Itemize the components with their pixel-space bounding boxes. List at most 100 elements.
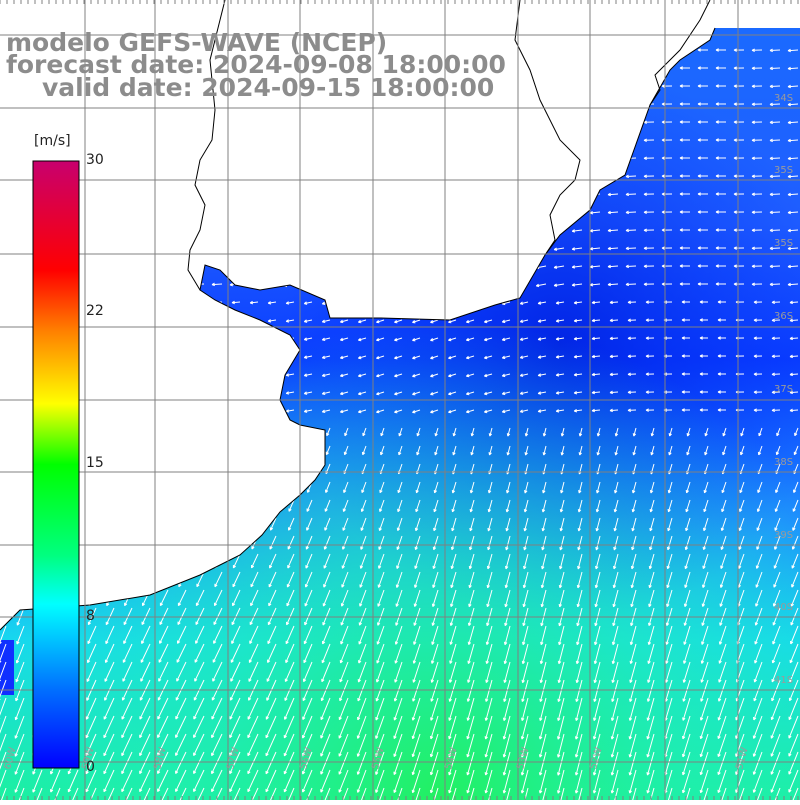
wind-arrow (770, 751, 781, 775)
wind-arrow (753, 372, 763, 376)
wind-arrow (769, 102, 781, 107)
wind-arrow (575, 643, 583, 665)
wind-arrow (488, 445, 493, 456)
wind-arrow (751, 210, 763, 214)
wind-arrow (751, 228, 763, 232)
wind-arrow (412, 391, 421, 396)
wind-arrow (645, 408, 655, 412)
border-line (514, 0, 581, 256)
wind-arrow (715, 48, 726, 52)
wind-arrow (268, 571, 277, 588)
wind-arrow (375, 715, 385, 739)
wind-arrow (591, 372, 601, 377)
wind-arrow (267, 625, 277, 645)
latitude-label: 36S (774, 311, 793, 322)
wind-arrow (685, 499, 691, 513)
wind-arrow (139, 697, 151, 720)
wind-arrow (715, 282, 726, 286)
wind-arrow (679, 210, 690, 214)
wind-arrow (665, 625, 673, 645)
wind-arrow (682, 769, 691, 794)
wind-arrow (285, 643, 295, 664)
wind-arrow (704, 445, 709, 456)
wind-arrow (360, 499, 367, 513)
wind-arrow (699, 733, 709, 758)
wind-arrow (681, 390, 690, 394)
wind-arrow (357, 319, 367, 324)
wind-arrow (484, 715, 493, 740)
wind-arrow (380, 427, 385, 437)
wind-arrow (249, 625, 259, 644)
wind-arrow (519, 355, 529, 359)
wind-arrow (740, 445, 745, 456)
wind-arrow (697, 174, 708, 178)
wind-arrow (697, 282, 708, 286)
wind-arrow (787, 174, 799, 179)
wind-arrow (771, 300, 781, 305)
wind-arrow (699, 336, 708, 340)
wind-arrow (668, 427, 673, 437)
wind-arrow (787, 264, 799, 269)
wind-arrow (789, 661, 799, 683)
wind-arrow (571, 283, 583, 287)
wind-arrow (394, 625, 403, 645)
wind-arrow (394, 409, 403, 414)
wind-arrow (686, 427, 691, 437)
wind-arrow (560, 427, 565, 437)
wind-arrow (715, 84, 726, 88)
wind-arrow (787, 120, 799, 125)
wind-arrow (627, 318, 637, 322)
wind-arrow (320, 733, 331, 757)
wind-arrow (592, 733, 601, 758)
wind-arrow (213, 625, 223, 644)
wind-arrow (339, 391, 349, 396)
wind-arrow (679, 84, 690, 88)
wind-arrow (505, 553, 511, 570)
wind-arrow (627, 300, 637, 304)
wind-arrow (646, 769, 655, 794)
wind-arrow (537, 373, 547, 377)
wind-arrow (771, 336, 781, 341)
wind-arrow (521, 643, 529, 665)
wind-arrow (679, 102, 690, 106)
wind-arrow (681, 408, 690, 412)
wind-arrow (733, 246, 745, 250)
wind-arrow (448, 409, 457, 414)
wind-arrow (487, 499, 493, 513)
wind-arrow (591, 390, 601, 395)
wind-arrow (303, 355, 313, 359)
wind-arrow (611, 625, 619, 646)
wind-arrow (613, 553, 619, 570)
wind-arrow (650, 427, 655, 437)
wind-arrow (682, 715, 691, 740)
wind-arrow (504, 571, 511, 589)
wind-arrow (325, 481, 331, 493)
wind-arrow (770, 715, 781, 739)
wind-arrow (609, 390, 619, 395)
wind-arrow (415, 481, 421, 494)
wind-arrow (193, 733, 205, 756)
wind-arrow (247, 769, 259, 793)
wind-arrow (699, 354, 708, 358)
wind-arrow (121, 769, 133, 793)
wind-arrow (697, 138, 708, 142)
wind-arrow (342, 535, 349, 550)
wind-arrow (645, 318, 655, 322)
wind-arrow (103, 697, 115, 720)
wind-arrow (321, 391, 331, 395)
wind-arrow (787, 66, 799, 71)
wind-arrow (596, 427, 601, 437)
wind-arrow (484, 769, 493, 794)
wind-arrow (661, 210, 673, 214)
wind-arrow (483, 373, 493, 378)
wind-arrow (632, 445, 637, 456)
wind-arrow (139, 769, 151, 793)
wind-arrow (771, 661, 781, 683)
wind-arrow (661, 192, 673, 196)
wind-arrow (430, 373, 439, 378)
wind-arrow (379, 499, 385, 513)
wind-arrow (717, 300, 726, 304)
wind-arrow (661, 174, 673, 178)
wind-arrow (769, 210, 781, 215)
wind-arrow (288, 517, 295, 531)
